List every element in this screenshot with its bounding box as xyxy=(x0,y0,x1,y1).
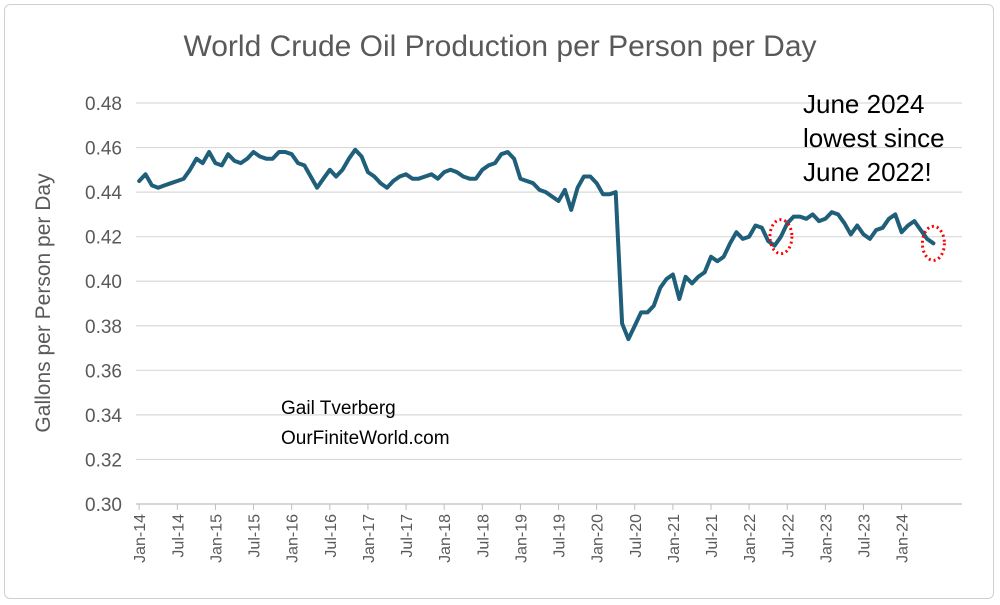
chart-title: World Crude Oil Production per Person pe… xyxy=(183,30,816,63)
y-tick-label: 0.44 xyxy=(85,183,122,204)
y-tick-label: 0.32 xyxy=(85,450,122,471)
x-tick-label: Jul-17 xyxy=(399,514,416,558)
highlight-circle xyxy=(768,218,794,256)
credit-line: Gail Tverberg xyxy=(281,398,396,419)
x-tick-label: Jul-20 xyxy=(628,514,645,558)
x-tick-label: Jan-18 xyxy=(437,514,454,563)
x-tick-label: Jul-21 xyxy=(704,514,721,558)
annotation-note: June 2024 lowest since June 2022! xyxy=(803,89,945,187)
x-tick-label: Jan-24 xyxy=(895,514,912,563)
y-tick-label: 0.46 xyxy=(85,139,122,160)
highlight-circle xyxy=(920,224,946,262)
y-tick-label: 0.34 xyxy=(85,406,122,427)
note-line: June 2024 xyxy=(803,89,924,119)
x-tick-label: Jul-22 xyxy=(780,514,797,558)
x-tick-label: Jan-21 xyxy=(666,514,683,563)
credit-line: OurFiniteWorld.com xyxy=(281,428,450,449)
gridlines xyxy=(136,102,962,505)
note-line: lowest since xyxy=(803,123,945,153)
x-tick-label: Jul-16 xyxy=(323,514,340,558)
x-tick-label: Jul-14 xyxy=(170,514,187,558)
x-tick-label: Jan-20 xyxy=(590,514,607,563)
x-tick-label: Jan-22 xyxy=(742,514,759,563)
note-line: June 2022! xyxy=(803,157,932,187)
y-axis-ticks: 0.30 0.32 0.34 0.36 0.38 0.40 0.42 0.44 0.46 0.48 xyxy=(85,94,122,516)
y-tick-label: 0.38 xyxy=(85,317,122,338)
series-line xyxy=(137,147,936,342)
x-tick-label: Jul-15 xyxy=(247,514,264,558)
highlight-markers xyxy=(768,218,946,262)
x-tick-label: Jan-23 xyxy=(818,514,835,563)
x-tick-label: Jan-17 xyxy=(361,514,378,563)
x-tick-label: Jan-16 xyxy=(285,514,302,563)
y-axis-label: Gallons per Person per Day xyxy=(32,173,55,433)
y-tick-label: 0.30 xyxy=(85,495,122,516)
y-tick-label: 0.42 xyxy=(85,228,122,249)
x-tick-label: Jan-15 xyxy=(208,514,225,563)
data-series xyxy=(137,147,936,342)
x-tick-label: Jan-14 xyxy=(132,514,149,563)
x-tick-label: Jul-18 xyxy=(475,514,492,558)
y-tick-label: 0.48 xyxy=(85,94,122,115)
x-axis-ticks: Jan-14 Jul-14 Jan-15 Jul-15 Jan-16 Jul-16 Jan-… xyxy=(132,504,912,563)
x-tick-label: Jul-19 xyxy=(552,514,569,558)
x-tick-label: Jan-19 xyxy=(513,514,530,563)
y-tick-label: 0.36 xyxy=(85,361,122,382)
credit-text: Gail Tverberg OurFiniteWorld.com xyxy=(281,398,450,449)
x-tick-label: Jul-23 xyxy=(857,514,874,558)
y-tick-label: 0.40 xyxy=(85,272,122,293)
